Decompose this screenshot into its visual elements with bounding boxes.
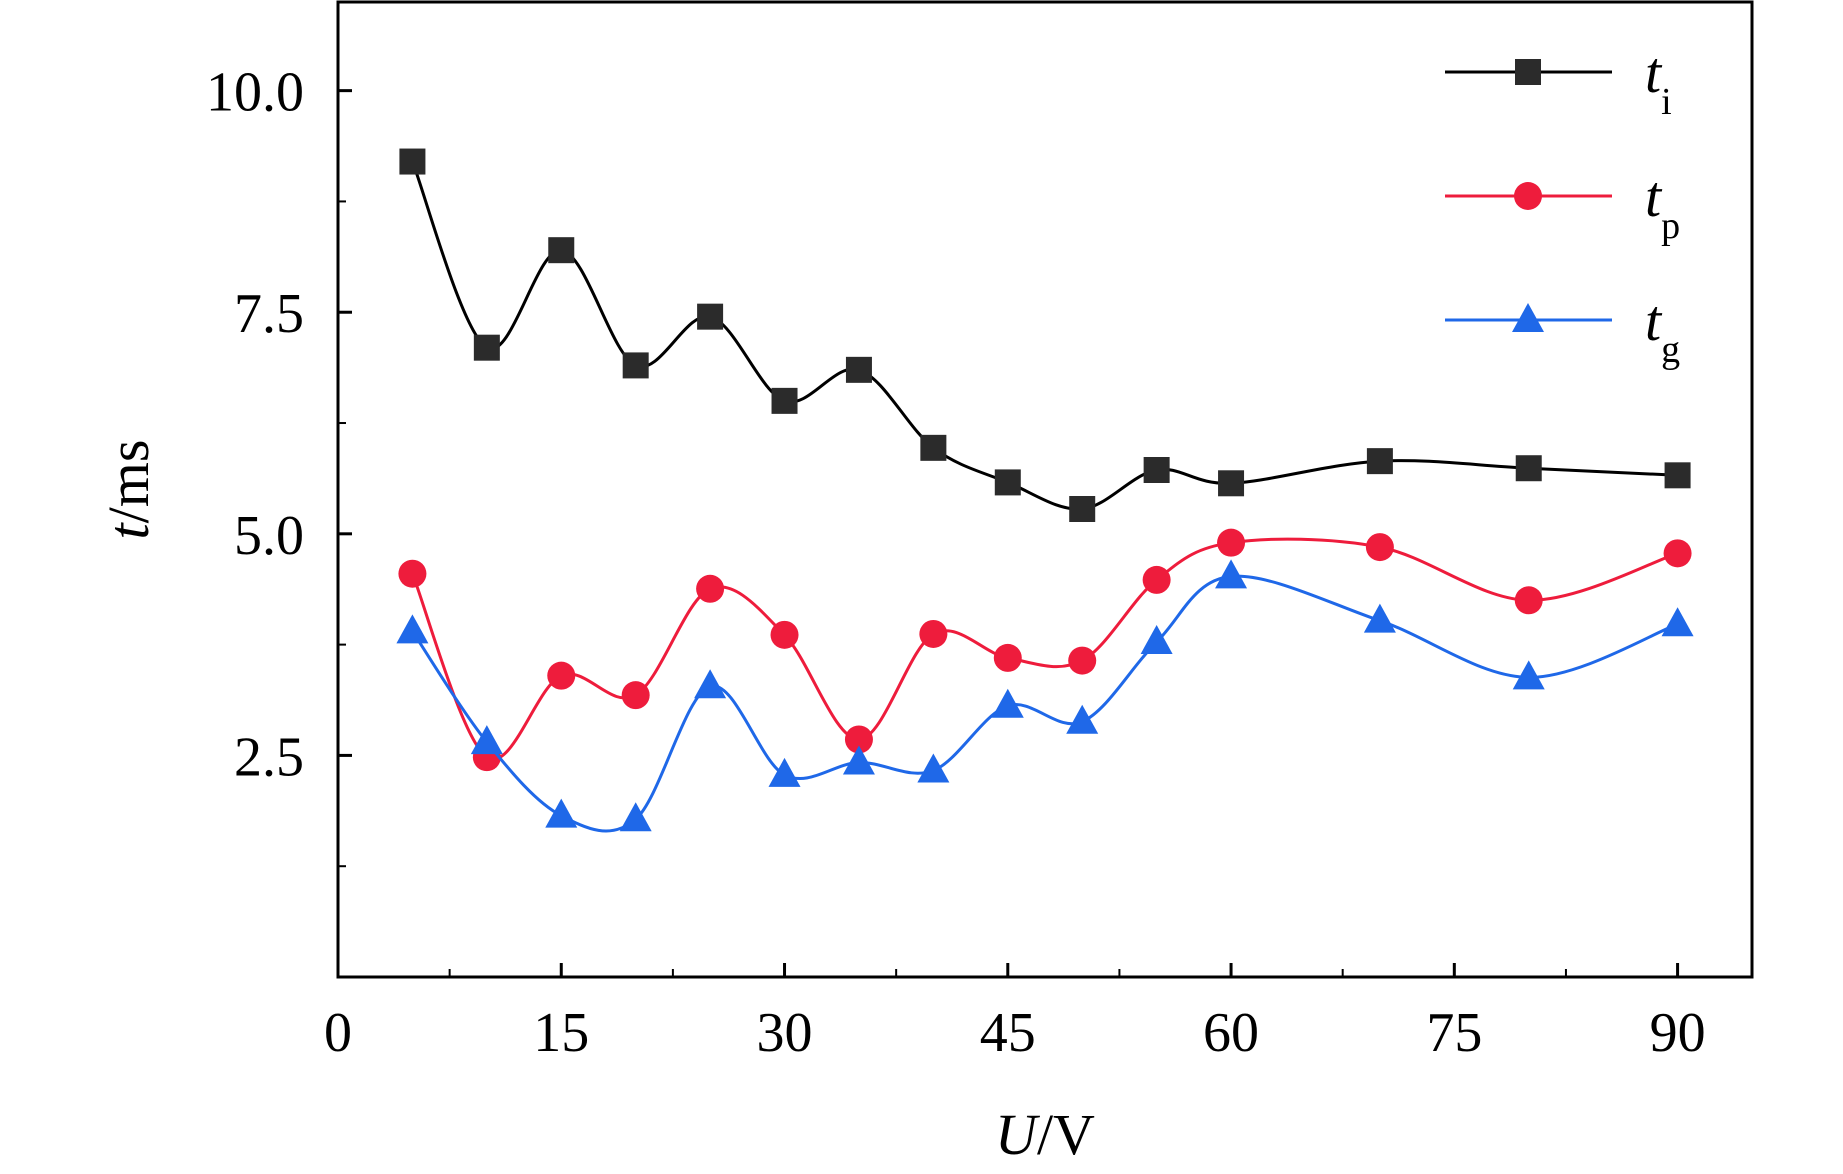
data-point-t_g-70: [1363, 603, 1396, 633]
data-point-t_p-20: [621, 681, 650, 710]
y-tick-label-2.5: 2.5: [234, 726, 304, 788]
x-tick-label-0: 0: [324, 1002, 352, 1064]
data-point-t_g-55: [1140, 624, 1173, 654]
data-point-t_g-35: [842, 745, 875, 775]
data-point-t_p-15: [547, 661, 576, 690]
data-point-t_g-80: [1512, 660, 1545, 690]
legend-item-t_p: tp: [1445, 164, 1680, 247]
data-point-t_g-10: [470, 725, 503, 755]
legend-label-t_p: tp: [1645, 164, 1680, 247]
data-point-t_p-70: [1365, 533, 1394, 562]
data-point-t_i-60: [1218, 470, 1245, 497]
y-tick-label-10: 10.0: [206, 62, 304, 124]
data-point-t_i-90: [1664, 462, 1691, 489]
data-point-t_p-5: [398, 559, 427, 588]
x-axis-label: U/V: [995, 1102, 1095, 1167]
legend-label-t_i: ti: [1645, 40, 1672, 123]
data-point-t_i-80: [1515, 455, 1542, 482]
data-point-t_p-30: [770, 620, 799, 649]
series-t_i: [399, 148, 1691, 522]
data-point-t_i-35: [845, 356, 872, 383]
data-point-t_g-50: [1066, 704, 1099, 734]
x-tick-label-90: 90: [1650, 1002, 1706, 1064]
data-point-t_i-40: [920, 434, 947, 461]
data-point-t_g-15: [545, 798, 578, 828]
data-point-t_i-70: [1366, 448, 1393, 475]
data-point-t_p-60: [1217, 528, 1246, 557]
data-point-t_i-5: [399, 148, 426, 175]
data-point-t_p-35: [844, 725, 873, 754]
data-point-t_i-25: [697, 303, 724, 330]
data-point-t_g-90: [1661, 607, 1694, 637]
data-point-t_i-10: [473, 334, 500, 361]
axes: 0 15 30 45 60 75 90 2.5 5.0 7.5 10.0 U/V t/ms: [96, 0, 1754, 1167]
data-point-t_p-55: [1142, 565, 1171, 594]
legend-marker-t_g: [1512, 303, 1544, 332]
legend-item-t_i: ti: [1445, 40, 1672, 123]
data-point-t_p-25: [696, 574, 725, 603]
data-point-t_p-80: [1514, 586, 1543, 615]
data-point-t_i-55: [1143, 457, 1170, 483]
data-point-t_g-20: [619, 802, 652, 832]
data-point-t_i-20: [622, 352, 649, 379]
series-line-t_i: [411, 160, 1678, 511]
series-t_p: [398, 528, 1692, 772]
legend-marker-t_p: [1514, 182, 1542, 210]
plot-frame: [336, 0, 1754, 979]
data-point-t_i-45: [994, 469, 1021, 496]
x-tick-label-75: 75: [1426, 1002, 1482, 1064]
legend-label-t_g: tg: [1645, 288, 1680, 371]
data-point-t_g-25: [694, 669, 727, 699]
data-point-t_g-60: [1215, 559, 1248, 589]
data-point-t_g-45: [991, 688, 1024, 718]
legend-marker-t_i: [1515, 59, 1541, 85]
data-point-t_g-30: [768, 757, 801, 787]
plot-area: [396, 148, 1694, 833]
data-point-t_i-30: [771, 387, 798, 414]
data-point-t_g-40: [917, 753, 950, 783]
data-point-t_i-15: [548, 237, 575, 264]
data-point-t_p-50: [1068, 646, 1097, 675]
x-tick-label-15: 15: [533, 1002, 589, 1064]
data-point-t_p-40: [919, 619, 948, 648]
x-tick-label-45: 45: [980, 1002, 1036, 1064]
series-line-t_g: [411, 574, 1679, 833]
legend-item-t_g: tg: [1445, 288, 1680, 371]
series-line-t_p: [411, 537, 1679, 761]
y-axis-label: t/ms: [96, 440, 161, 540]
data-point-t_p-90: [1663, 539, 1692, 568]
x-tick-label-60: 60: [1203, 1002, 1259, 1064]
series-t_g: [396, 559, 1694, 833]
y-tick-label-5: 5.0: [234, 505, 304, 567]
x-tick-label-30: 30: [757, 1002, 813, 1064]
data-point-t_g-5: [396, 614, 429, 644]
y-tick-label-7.5: 7.5: [234, 283, 304, 345]
data-point-t_i-50: [1069, 496, 1096, 522]
data-point-t_p-45: [993, 643, 1022, 672]
legend: ti tp tg: [1445, 40, 1680, 371]
